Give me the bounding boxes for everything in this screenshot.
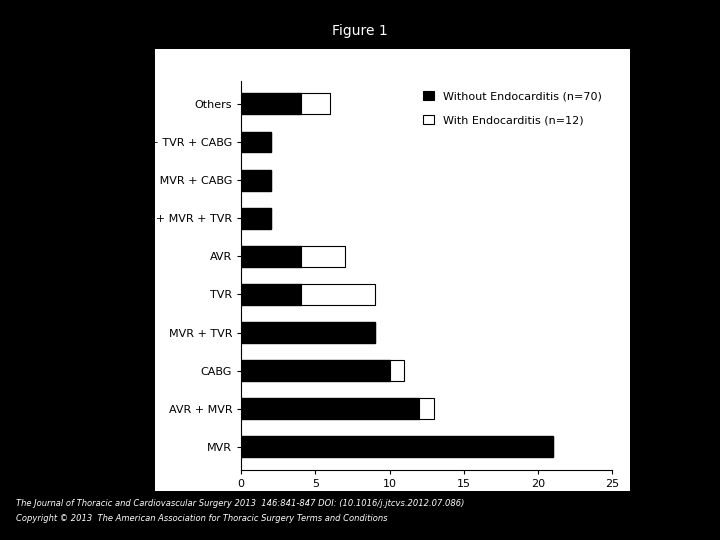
Bar — [300, 284, 374, 305]
Bar — [390, 360, 405, 381]
X-axis label: Number of patients: Number of patients — [372, 495, 481, 504]
Bar — [241, 322, 374, 343]
Legend: Without Endocarditis (n=70), With Endocarditis (n=12): Without Endocarditis (n=70), With Endoca… — [419, 86, 606, 130]
Bar — [241, 170, 271, 191]
Bar — [241, 208, 271, 229]
Text: The Journal of Thoracic and Cardiovascular Surgery 2013  146:841-847 DOI: (10.10: The Journal of Thoracic and Cardiovascul… — [16, 500, 464, 509]
Bar — [241, 360, 390, 381]
Text: Figure 1: Figure 1 — [332, 24, 388, 38]
Bar — [241, 436, 553, 457]
Bar — [241, 246, 300, 267]
Bar — [419, 399, 434, 419]
Bar — [241, 284, 300, 305]
Bar — [241, 93, 300, 114]
Bar — [300, 246, 345, 267]
Text: Copyright © 2013  The American Association for Thoracic Surgery Terms and Condit: Copyright © 2013 The American Associatio… — [16, 514, 387, 523]
Bar — [241, 132, 271, 152]
Bar — [300, 93, 330, 114]
Bar — [241, 399, 419, 419]
